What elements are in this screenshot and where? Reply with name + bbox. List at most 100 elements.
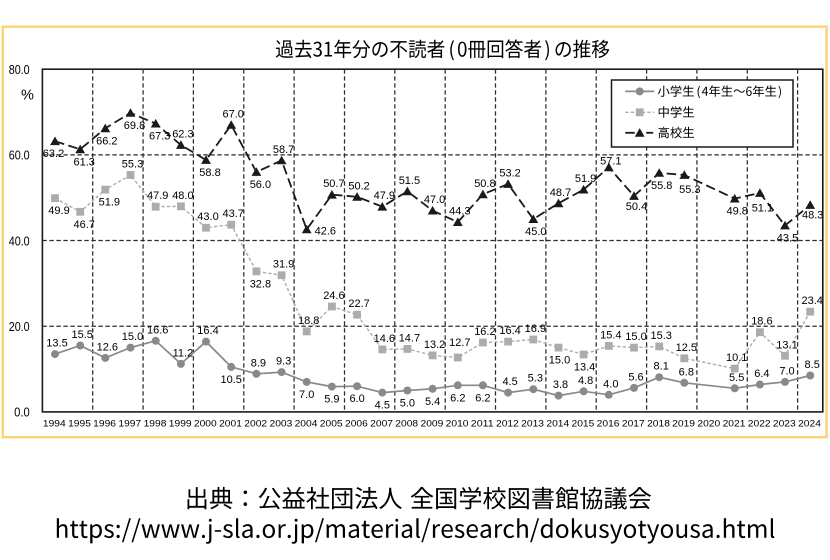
- svg-text:16.4: 16.4: [499, 325, 520, 337]
- svg-text:2008: 2008: [395, 418, 418, 429]
- svg-text:16.2: 16.2: [474, 326, 495, 338]
- svg-text:45.0: 45.0: [525, 226, 546, 238]
- svg-text:16.6: 16.6: [147, 324, 168, 336]
- svg-text:15.5: 15.5: [71, 329, 92, 341]
- svg-text:47.9: 47.9: [147, 190, 168, 202]
- svg-text:2011: 2011: [471, 418, 494, 429]
- svg-text:2012: 2012: [496, 418, 519, 429]
- svg-text:2004: 2004: [295, 418, 319, 429]
- svg-text:2002: 2002: [244, 418, 267, 429]
- svg-text:20.0: 20.0: [9, 319, 30, 334]
- svg-text:5.3: 5.3: [528, 373, 543, 385]
- svg-text:10.1: 10.1: [726, 352, 747, 364]
- svg-text:62.3: 62.3: [172, 129, 193, 141]
- svg-text:22.7: 22.7: [348, 298, 369, 310]
- svg-text:2017: 2017: [622, 418, 645, 429]
- svg-text:2023: 2023: [773, 418, 796, 429]
- svg-text:48.3: 48.3: [802, 210, 823, 222]
- svg-text:2007: 2007: [370, 418, 393, 429]
- svg-text:43.5: 43.5: [777, 233, 798, 245]
- svg-text:1995: 1995: [68, 418, 91, 429]
- svg-text:55.8: 55.8: [651, 180, 672, 192]
- svg-text:5.0: 5.0: [400, 398, 415, 410]
- svg-text:42.6: 42.6: [315, 225, 336, 237]
- svg-text:58.7: 58.7: [273, 144, 294, 156]
- svg-text:15.4: 15.4: [600, 329, 621, 341]
- svg-text:7.0: 7.0: [779, 365, 794, 377]
- svg-text:43.7: 43.7: [222, 208, 243, 220]
- svg-text:15.0: 15.0: [625, 331, 646, 343]
- svg-text:57.1: 57.1: [600, 155, 621, 167]
- svg-text:50.7: 50.7: [323, 178, 344, 190]
- svg-text:2009: 2009: [421, 418, 444, 429]
- svg-text:6.4: 6.4: [754, 368, 769, 380]
- svg-text:2016: 2016: [597, 418, 620, 429]
- svg-text:69.8: 69.8: [124, 120, 145, 132]
- svg-text:11.2: 11.2: [173, 347, 194, 359]
- svg-text:2000: 2000: [194, 418, 217, 429]
- svg-text:3.8: 3.8: [553, 379, 568, 391]
- svg-text:4.0: 4.0: [603, 378, 618, 390]
- svg-text:80.0: 80.0: [9, 62, 30, 77]
- svg-text:5.4: 5.4: [425, 396, 440, 408]
- svg-text:47.9: 47.9: [374, 190, 395, 202]
- svg-text:58.8: 58.8: [199, 167, 220, 179]
- svg-text:2006: 2006: [345, 418, 368, 429]
- svg-text:6.2: 6.2: [450, 392, 465, 404]
- svg-text:51.9: 51.9: [575, 173, 596, 185]
- svg-text:4.8: 4.8: [578, 375, 593, 387]
- svg-text:5.6: 5.6: [628, 371, 643, 383]
- svg-text:66.2: 66.2: [96, 135, 117, 147]
- svg-text:24.6: 24.6: [323, 290, 344, 302]
- svg-text:2015: 2015: [572, 418, 595, 429]
- svg-text:50.4: 50.4: [626, 201, 647, 213]
- svg-text:15.0: 15.0: [122, 331, 143, 343]
- svg-text:8.1: 8.1: [654, 361, 669, 373]
- svg-text:18.8: 18.8: [298, 315, 319, 327]
- svg-text:14.7: 14.7: [399, 332, 420, 344]
- svg-text:2005: 2005: [320, 418, 343, 429]
- svg-text:12.6: 12.6: [97, 341, 118, 353]
- svg-text:5.9: 5.9: [324, 394, 339, 406]
- svg-text:2010: 2010: [446, 418, 469, 429]
- svg-text:13.4: 13.4: [574, 362, 595, 374]
- svg-text:16.4: 16.4: [197, 325, 218, 337]
- svg-text:55.3: 55.3: [122, 159, 143, 171]
- svg-text:53.2: 53.2: [499, 168, 520, 180]
- svg-text:48.0: 48.0: [172, 190, 193, 202]
- svg-text:50.2: 50.2: [348, 180, 369, 192]
- svg-text:67.0: 67.0: [222, 108, 243, 120]
- svg-text:2024: 2024: [798, 418, 822, 429]
- svg-text:2003: 2003: [270, 418, 293, 429]
- svg-text:12.7: 12.7: [449, 337, 470, 349]
- svg-text:14.6: 14.6: [374, 333, 395, 345]
- svg-text:51.1: 51.1: [752, 202, 773, 214]
- svg-text:1996: 1996: [93, 418, 116, 429]
- svg-text:6.8: 6.8: [679, 366, 694, 378]
- svg-text:2019: 2019: [672, 418, 695, 429]
- svg-text:1997: 1997: [118, 418, 141, 429]
- svg-text:6.2: 6.2: [475, 392, 490, 404]
- svg-text:0.0: 0.0: [14, 405, 30, 420]
- svg-text:10.5: 10.5: [220, 374, 241, 386]
- svg-text:44.3: 44.3: [449, 206, 470, 218]
- svg-text:60.0: 60.0: [9, 148, 30, 163]
- svg-text:63.2: 63.2: [43, 148, 64, 160]
- svg-text:15.0: 15.0: [549, 355, 570, 367]
- svg-text:56.0: 56.0: [250, 179, 271, 191]
- svg-text:49.9: 49.9: [48, 205, 69, 217]
- svg-text:2018: 2018: [647, 418, 670, 429]
- svg-text:51.5: 51.5: [399, 175, 420, 187]
- svg-text:31.9: 31.9: [273, 259, 294, 271]
- svg-text:46.7: 46.7: [73, 219, 94, 231]
- svg-text:13.5: 13.5: [46, 338, 67, 350]
- svg-text:2001: 2001: [219, 418, 242, 429]
- svg-text:16.9: 16.9: [525, 323, 546, 335]
- svg-text:23.4: 23.4: [801, 295, 822, 307]
- svg-text:50.8: 50.8: [474, 178, 495, 190]
- svg-text:13.1: 13.1: [776, 339, 797, 351]
- svg-text:4.5: 4.5: [375, 400, 390, 412]
- svg-text:4.5: 4.5: [502, 376, 517, 388]
- svg-text:61.3: 61.3: [73, 156, 94, 168]
- svg-text:2013: 2013: [521, 418, 544, 429]
